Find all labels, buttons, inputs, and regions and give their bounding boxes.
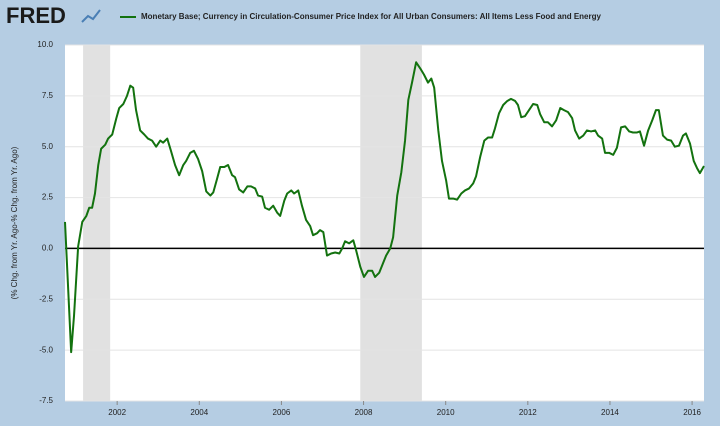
y-tick-label: 0.0 <box>42 244 54 253</box>
x-tick-label: 2002 <box>108 408 126 417</box>
y-tick-label: -5.0 <box>39 345 53 354</box>
y-tick-label: -7.5 <box>39 396 53 405</box>
logo: FRED <box>6 3 66 28</box>
data-line <box>64 61 705 354</box>
y-tick-label: 2.5 <box>42 193 54 202</box>
y-tick-label: 7.5 <box>42 91 54 100</box>
y-tick-label: 10.0 <box>37 40 53 49</box>
x-tick-label: 2012 <box>519 408 537 417</box>
x-tick-label: 2016 <box>683 408 701 417</box>
recession-band <box>360 45 422 401</box>
y-tick-label: 5.0 <box>42 142 54 151</box>
legend-label: Monetary Base; Currency in Circulation-C… <box>141 12 602 21</box>
x-tick-label: 2010 <box>437 408 455 417</box>
y-tick-label: -2.5 <box>39 294 53 303</box>
recession-band <box>83 45 111 401</box>
y-axis-label: (% Chg. from Yr. Ago-% Chg. from Yr. Ago… <box>10 146 19 299</box>
x-tick-label: 2014 <box>601 408 619 417</box>
x-tick-label: 2004 <box>190 408 208 417</box>
x-tick-label: 2008 <box>355 408 373 417</box>
x-tick-label: 2006 <box>273 408 291 417</box>
logo-icon <box>81 9 101 23</box>
